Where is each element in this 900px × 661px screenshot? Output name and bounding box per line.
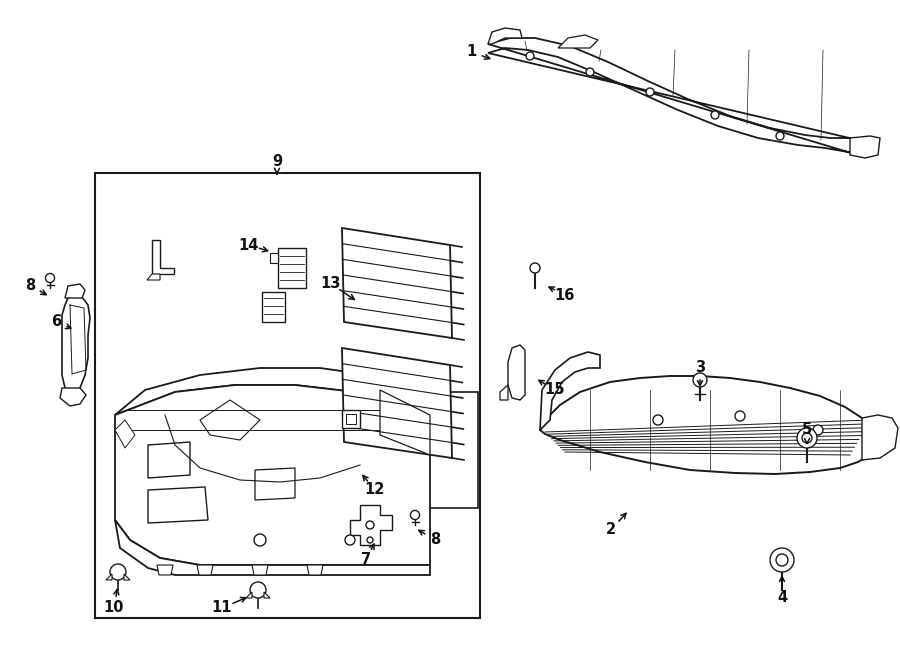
Circle shape <box>646 88 654 96</box>
Circle shape <box>770 548 794 572</box>
Polygon shape <box>106 574 112 580</box>
Text: 2: 2 <box>606 522 616 537</box>
Circle shape <box>776 554 788 566</box>
Polygon shape <box>115 520 430 575</box>
Text: 13: 13 <box>320 276 340 290</box>
Text: 3: 3 <box>695 360 705 375</box>
Text: 4: 4 <box>777 590 788 605</box>
Polygon shape <box>558 35 598 48</box>
Circle shape <box>254 534 266 546</box>
Polygon shape <box>270 253 278 263</box>
Circle shape <box>366 521 374 529</box>
Polygon shape <box>157 565 173 575</box>
Text: 8: 8 <box>25 278 35 293</box>
Circle shape <box>45 274 55 282</box>
Polygon shape <box>124 574 130 580</box>
Text: 15: 15 <box>544 383 565 397</box>
Polygon shape <box>862 415 898 460</box>
Text: 12: 12 <box>364 483 385 498</box>
Text: 1: 1 <box>466 44 476 59</box>
Polygon shape <box>264 592 270 598</box>
Polygon shape <box>115 385 430 565</box>
Polygon shape <box>246 592 252 598</box>
Text: 6: 6 <box>51 315 61 329</box>
Polygon shape <box>488 38 858 155</box>
Polygon shape <box>540 376 875 474</box>
Polygon shape <box>60 388 86 406</box>
Circle shape <box>735 411 745 421</box>
Polygon shape <box>342 410 360 428</box>
Polygon shape <box>262 292 285 322</box>
Bar <box>95 173 480 618</box>
Polygon shape <box>65 284 85 298</box>
Polygon shape <box>278 248 306 288</box>
Circle shape <box>797 428 817 448</box>
Text: 10: 10 <box>104 600 124 615</box>
Circle shape <box>776 132 784 140</box>
Polygon shape <box>540 352 600 430</box>
Polygon shape <box>350 505 392 545</box>
Circle shape <box>367 537 373 543</box>
Polygon shape <box>488 28 522 44</box>
Polygon shape <box>252 565 268 575</box>
Polygon shape <box>342 348 452 458</box>
Text: 14: 14 <box>238 237 258 253</box>
Circle shape <box>653 415 663 425</box>
Circle shape <box>110 564 126 580</box>
Polygon shape <box>62 295 90 392</box>
Polygon shape <box>508 345 525 400</box>
Polygon shape <box>380 390 430 455</box>
Bar <box>328 392 478 508</box>
Polygon shape <box>152 240 174 274</box>
Polygon shape <box>147 274 160 280</box>
Circle shape <box>711 111 719 119</box>
Polygon shape <box>346 414 356 424</box>
Polygon shape <box>342 228 452 338</box>
Polygon shape <box>850 136 880 158</box>
Text: 9: 9 <box>272 155 282 169</box>
Text: 8: 8 <box>430 533 440 547</box>
Polygon shape <box>115 368 430 415</box>
Circle shape <box>250 582 266 598</box>
Circle shape <box>586 68 594 76</box>
Circle shape <box>813 425 823 435</box>
Polygon shape <box>148 487 208 523</box>
Circle shape <box>410 510 419 520</box>
Text: 5: 5 <box>802 422 812 438</box>
Polygon shape <box>307 565 323 575</box>
Circle shape <box>526 52 534 60</box>
Text: 16: 16 <box>554 288 575 303</box>
Circle shape <box>802 433 812 443</box>
Polygon shape <box>197 565 213 575</box>
Polygon shape <box>148 442 190 478</box>
Circle shape <box>345 535 355 545</box>
Polygon shape <box>200 400 260 440</box>
Circle shape <box>530 263 540 273</box>
Text: 11: 11 <box>212 600 232 615</box>
Circle shape <box>693 373 707 387</box>
Polygon shape <box>500 385 508 400</box>
Text: 7: 7 <box>361 553 371 568</box>
Polygon shape <box>255 468 295 500</box>
Polygon shape <box>115 420 135 448</box>
